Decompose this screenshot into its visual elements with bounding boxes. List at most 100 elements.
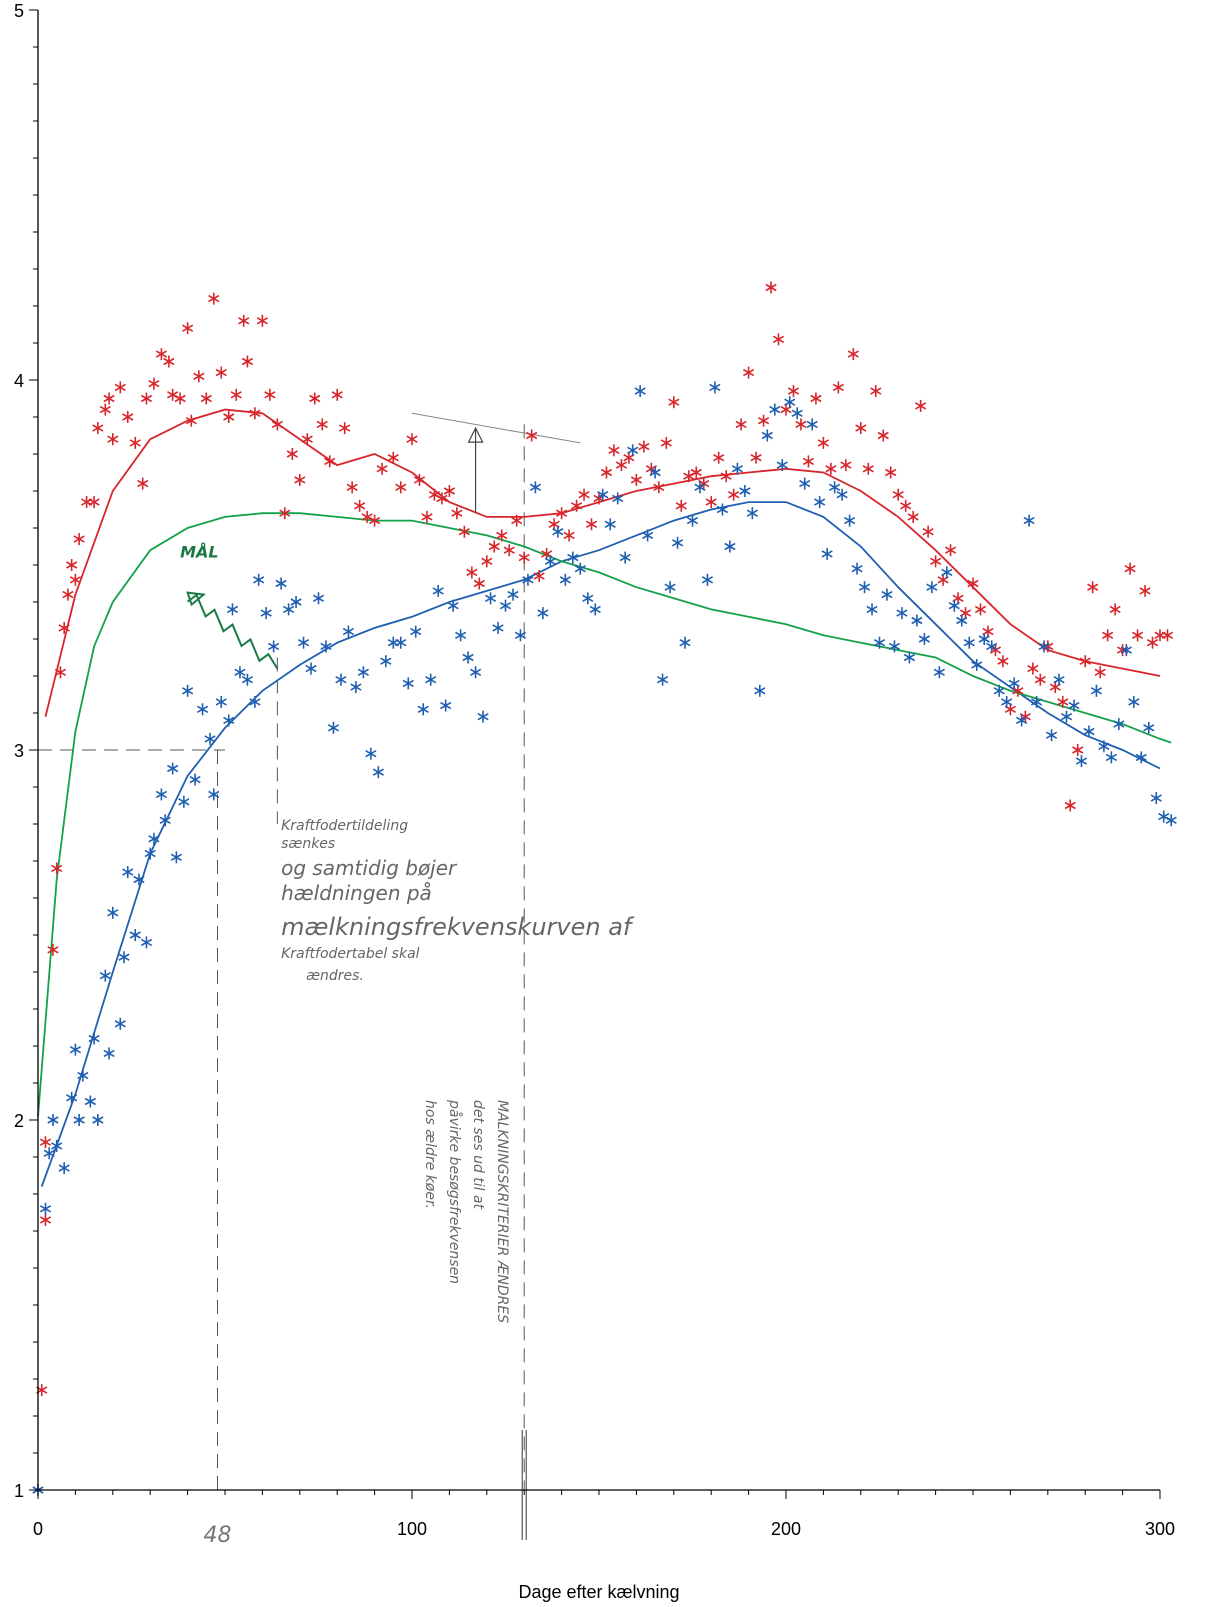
marker-stroke: [1090, 687, 1103, 695]
marker-stroke: [903, 653, 916, 662]
marker-stroke: [922, 528, 934, 536]
marker-stroke: [757, 417, 770, 425]
marker-stroke: [851, 565, 863, 573]
marker-stroke: [986, 642, 998, 651]
marker-stroke: [1150, 794, 1162, 802]
marker-stroke: [701, 576, 714, 584]
data-point: [518, 551, 530, 564]
data-point: [1154, 629, 1166, 642]
data-point: [77, 1069, 89, 1082]
data-point: [634, 385, 646, 398]
data-point: [103, 1047, 115, 1060]
data-point: [769, 403, 781, 416]
data-point: [716, 503, 729, 516]
data-point: [1087, 581, 1099, 594]
data-point: [159, 814, 171, 827]
fit-curve: [40, 501, 1161, 1187]
marker-stroke: [499, 602, 512, 610]
marker-stroke: [208, 790, 220, 799]
data-point: [821, 547, 833, 560]
marker-stroke: [690, 468, 702, 477]
marker-stroke: [866, 605, 878, 614]
data-point: [892, 488, 904, 501]
data-point: [563, 529, 575, 542]
marker-stroke: [836, 491, 848, 499]
marker-stroke: [623, 454, 635, 462]
marker-stroke: [612, 494, 624, 503]
data-point: [84, 1095, 96, 1108]
note1-line: sænkes: [281, 836, 335, 852]
x-tick-label: 200: [771, 1519, 801, 1539]
data-point: [200, 392, 212, 405]
marker-stroke: [395, 483, 407, 491]
data-point: [664, 581, 676, 594]
marker-stroke: [649, 468, 661, 477]
data-point: [174, 392, 186, 405]
marker-stroke: [290, 598, 302, 606]
data-point: [372, 766, 384, 779]
data-point: [806, 418, 818, 431]
data-point: [1143, 721, 1155, 734]
marker-stroke: [39, 1205, 52, 1213]
data-point: [122, 866, 134, 879]
data-point: [39, 1213, 52, 1226]
data-point: [54, 666, 67, 679]
marker-stroke: [642, 531, 654, 540]
data-point: [481, 555, 493, 568]
data-point: [286, 448, 298, 460]
marker-stroke: [271, 420, 283, 429]
marker-stroke: [896, 609, 908, 617]
data-point: [466, 566, 478, 579]
data-point: [279, 507, 291, 520]
marker-stroke: [215, 368, 227, 377]
marker-stroke: [372, 768, 384, 776]
data-point: [1102, 629, 1114, 642]
marker-stroke: [230, 391, 242, 399]
marker-stroke: [533, 572, 545, 580]
data-point: [1090, 684, 1103, 697]
marker-stroke: [937, 576, 949, 584]
data-point: [933, 666, 945, 679]
marker-stroke: [241, 357, 254, 366]
data-point: [425, 673, 437, 686]
data-point: [193, 370, 205, 383]
data-point: [410, 625, 422, 638]
marker-stroke: [574, 565, 586, 573]
data-point: [529, 481, 542, 494]
data-point: [163, 355, 175, 368]
y-tick-label: 3: [14, 741, 24, 761]
marker-stroke: [926, 583, 938, 591]
data-point: [907, 510, 919, 523]
data-point: [941, 566, 953, 579]
marker-stroke: [731, 465, 743, 473]
marker-stroke: [829, 483, 841, 491]
marker-stroke: [537, 609, 549, 617]
data-point: [290, 596, 302, 608]
marker-stroke: [421, 513, 433, 521]
marker-stroke: [1109, 605, 1121, 614]
marker-stroke: [88, 1034, 100, 1043]
note1-line: Kraftfodertildeling: [281, 818, 408, 834]
marker-stroke: [492, 624, 504, 632]
axes: 1 2 3 4 5 0 100 200 300 Dage efter kælvning: [14, 1, 1175, 1602]
marker-stroke: [51, 864, 63, 873]
data-point: [615, 459, 628, 472]
marker-stroke: [380, 657, 392, 665]
data-point: [1120, 644, 1132, 657]
marker-stroke: [956, 616, 968, 625]
data-point: [956, 614, 968, 627]
marker-stroke: [395, 639, 407, 647]
data-point: [944, 544, 957, 557]
marker-stroke: [627, 446, 639, 454]
data-point: [705, 496, 717, 509]
data-point: [578, 488, 590, 501]
marker-stroke: [915, 402, 927, 410]
data-point: [484, 592, 497, 605]
data-point: [133, 873, 145, 886]
marker-stroke: [316, 420, 328, 429]
handwritten-notes: 48 MÅL Kraftfodertildeling sænkes og samtidi…: [180, 543, 635, 1548]
marker-stroke: [694, 483, 706, 491]
marker-stroke: [619, 553, 631, 562]
data-point: [926, 581, 938, 594]
data-point: [1001, 695, 1013, 708]
